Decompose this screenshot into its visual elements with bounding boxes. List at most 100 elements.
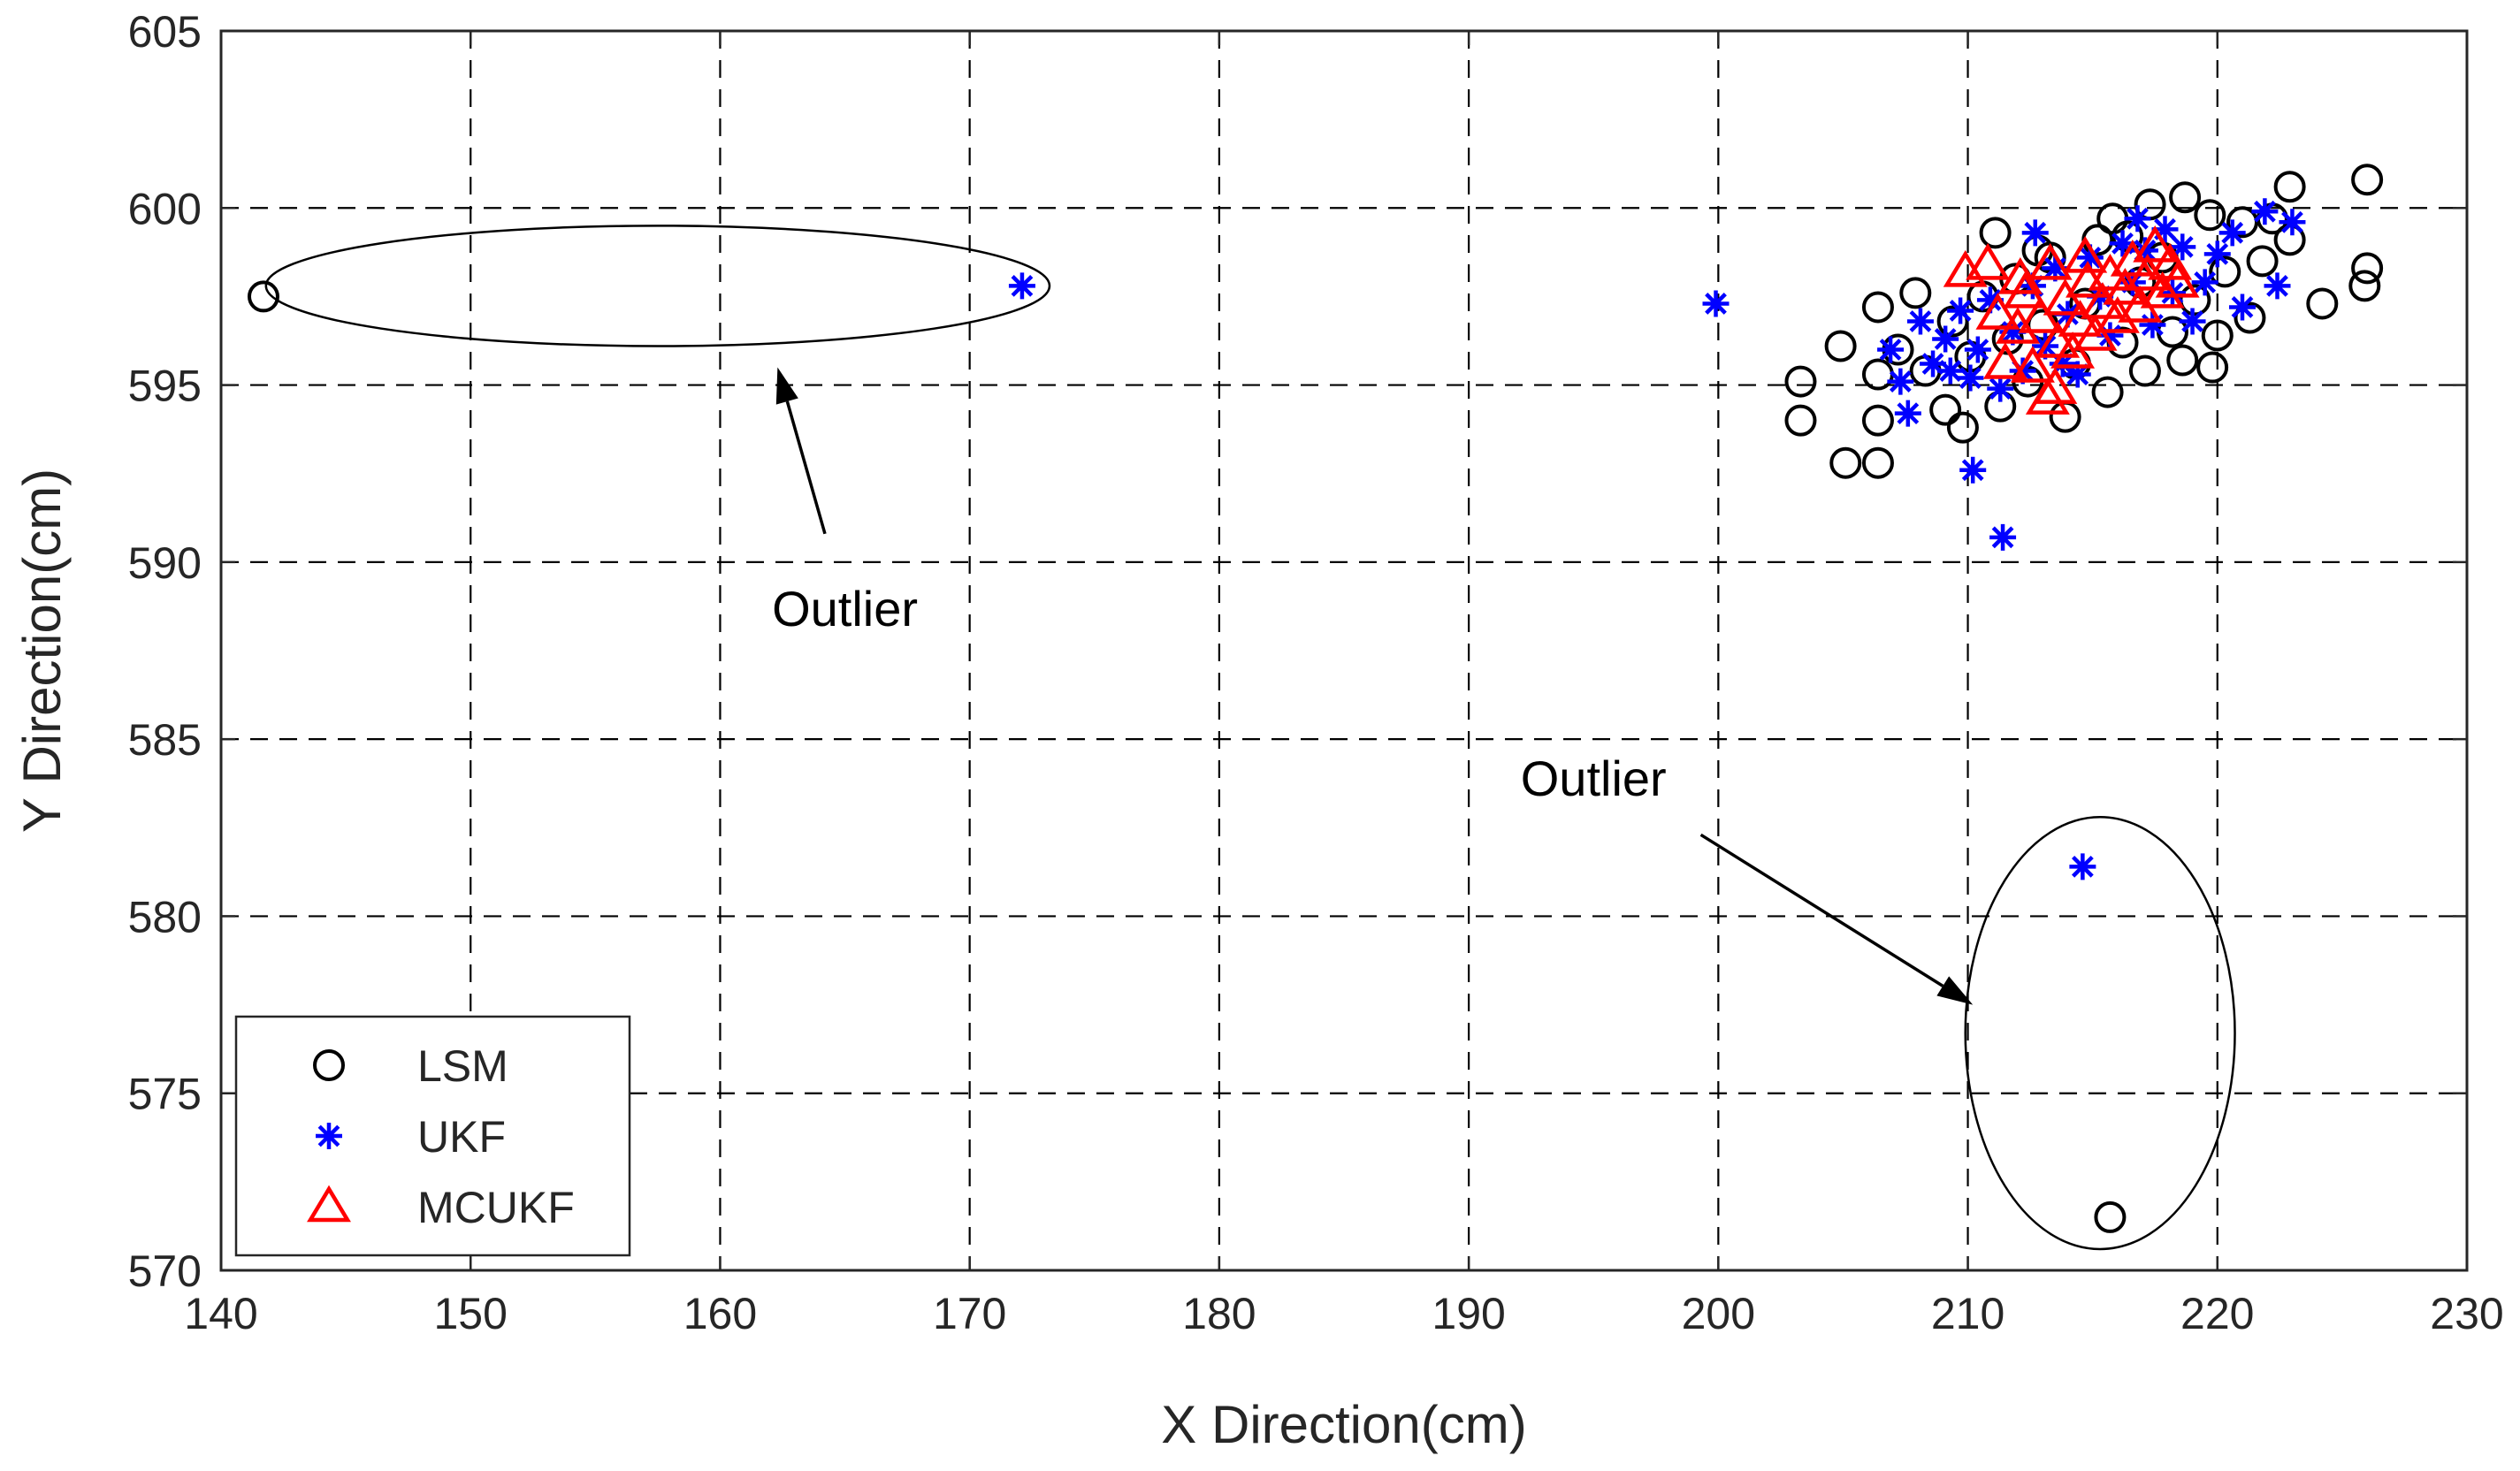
mcukf-point — [2140, 271, 2185, 309]
legend-marker-mcukf — [307, 1185, 351, 1223]
mcukf-point — [2018, 296, 2063, 333]
mcukf-point — [1997, 257, 2043, 294]
mcukf-point — [2133, 225, 2178, 263]
annotation-label: Outlier — [1521, 751, 1667, 806]
ukf-point — [2064, 361, 2091, 388]
lsm-point — [1784, 404, 1817, 437]
x-tick-label: 140 — [184, 1289, 257, 1338]
x-tick-label: 210 — [1931, 1289, 2005, 1338]
ukf-point — [2009, 357, 2036, 385]
lsm-point — [2091, 376, 2124, 408]
mcukf-point — [1996, 307, 2040, 344]
ukf-point — [2191, 269, 2218, 296]
lsm-point — [1899, 277, 1932, 309]
lsm-point — [1946, 411, 1979, 444]
x-tick-label: 200 — [1682, 1289, 1755, 1338]
y-axis-title: Y Direction(cm) — [12, 469, 72, 833]
lsm-point — [2234, 301, 2266, 334]
mcukf-point — [2050, 332, 2096, 369]
ukf-point — [2069, 853, 2096, 880]
ukf-point — [1999, 318, 2027, 346]
annotation-arrow-shaft — [1699, 833, 1944, 987]
ukf-point — [2169, 233, 2196, 261]
lsm-point — [2169, 181, 2202, 214]
ukf-point — [1894, 400, 1921, 427]
mcukf-point — [2027, 243, 2073, 280]
ukf-point — [1947, 297, 1974, 324]
ukf-point — [2131, 237, 2158, 264]
ukf-point — [1976, 286, 2004, 314]
outlier-ellipses — [264, 225, 2236, 1251]
y-tick-label: 605 — [128, 7, 202, 57]
lsm-point — [2348, 270, 2381, 302]
lsm-point — [1979, 217, 2012, 249]
ukf-point — [2049, 350, 2076, 377]
ukf-point — [2179, 308, 2206, 335]
mcukf-point — [2125, 254, 2170, 291]
ukf-point — [1702, 290, 1730, 317]
annotations: Outlier Outlier — [772, 367, 1974, 1005]
legend-label: MCUKF — [417, 1183, 575, 1232]
ukf-point — [1932, 325, 1959, 353]
ukf-point — [1959, 456, 1987, 484]
lsm-point — [2351, 164, 2384, 196]
ukf-point — [2076, 244, 2104, 271]
x-tick-label: 170 — [933, 1289, 1006, 1338]
ukf-point — [2124, 205, 2151, 232]
lsm-point — [1861, 446, 1894, 479]
legend-label: LSM — [417, 1041, 508, 1091]
annotation-arrow-head — [775, 367, 798, 405]
y-tick-label: 590 — [128, 538, 202, 588]
legend-marker-lsm — [313, 1049, 345, 1081]
legend-item-mcukf: MCUKF — [307, 1183, 575, 1232]
y-tick-label: 600 — [128, 184, 202, 233]
ukf-point — [1877, 336, 1905, 363]
annotation-arrow-shaft — [785, 400, 827, 535]
annotation-arrow-head — [1936, 976, 1974, 1005]
lsm-point — [2306, 287, 2339, 320]
lsm-point — [1829, 446, 1862, 479]
y-tick-label: 595 — [128, 362, 202, 411]
lsm-point — [2201, 319, 2234, 352]
legend: LSM UKF MCUKF — [234, 1015, 631, 1257]
ukf-point — [1957, 364, 1984, 392]
x-axis-title: X Direction(cm) — [1161, 1395, 1526, 1454]
lsm-point — [2128, 354, 2161, 387]
ukf-point — [2251, 198, 2279, 225]
series-mcukf — [1943, 225, 2200, 415]
legend-marker-ukf — [316, 1123, 342, 1149]
mcukf-point — [2035, 321, 2081, 358]
lsm-point — [2166, 344, 2199, 377]
y-tick-label: 570 — [128, 1246, 202, 1296]
ukf-point — [2139, 311, 2166, 339]
lsm-point — [2209, 255, 2241, 288]
data-series — [247, 164, 2384, 1233]
lsm-point — [2246, 245, 2279, 278]
x-tick-label: 180 — [1182, 1289, 1256, 1338]
lsm-point — [2194, 199, 2226, 232]
mcukf-point — [2095, 296, 2140, 333]
mcukf-point — [2058, 300, 2103, 337]
ukf-point — [1887, 368, 1914, 395]
mcukf-point — [2063, 235, 2108, 273]
ukf-point — [2229, 293, 2256, 321]
lsm-point — [1936, 305, 1969, 338]
x-tick-label: 160 — [683, 1289, 757, 1338]
lsm-point — [2273, 171, 2306, 203]
grid-lines — [221, 31, 2467, 1270]
ukf-point — [1920, 350, 1947, 377]
mcukf-point — [2073, 314, 2118, 351]
mcukf-point — [2033, 367, 2078, 404]
x-tick-label: 230 — [2430, 1289, 2503, 1338]
legend-item-lsm: LSM — [313, 1041, 508, 1091]
lsm-point — [2094, 1200, 2127, 1233]
axis-ticks: 140 150 160 170 180 190 200 210 220 230 570 575 580 5… — [128, 7, 2504, 1338]
outlier-ellipse — [1964, 816, 2236, 1251]
ukf-point — [2279, 209, 2306, 236]
ukf-point — [1989, 523, 2017, 551]
ukf-point — [1906, 308, 1934, 335]
x-tick-label: 220 — [2180, 1289, 2254, 1338]
mcukf-point — [2043, 278, 2088, 316]
lsm-point — [2196, 351, 2229, 384]
